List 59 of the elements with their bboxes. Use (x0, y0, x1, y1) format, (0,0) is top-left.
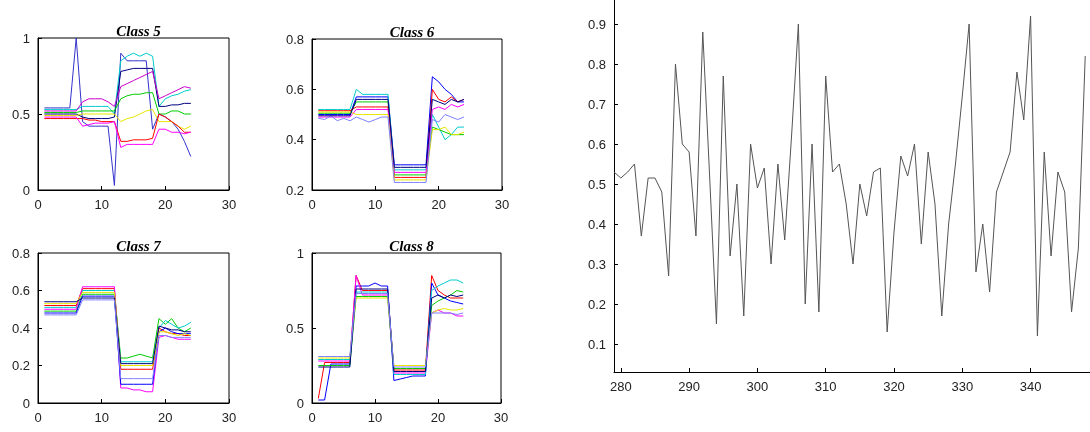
x-tick-label: 30 (221, 410, 237, 425)
x-tick-label: 20 (431, 197, 446, 212)
y-tick-label: 0.2 (11, 358, 30, 373)
x-tick-label: 10 (94, 410, 109, 425)
x-tick-label: 10 (94, 197, 109, 212)
x-tick-label: 20 (430, 410, 446, 425)
y-tick-label: 1 (22, 30, 30, 46)
x-tick-label: 0 (308, 197, 316, 212)
y-tick-label: 0.4 (285, 132, 304, 148)
y-tick-label: 0.8 (285, 31, 304, 47)
y-tick-label: 0.6 (587, 136, 606, 152)
x-tick-label: 0 (34, 197, 42, 212)
y-tick-label: 0.6 (285, 81, 304, 97)
x-tick-label: 300 (746, 379, 769, 394)
y-tick-label: 1 (296, 245, 304, 261)
chart-title: Class 8 (389, 237, 435, 254)
line-series (613, 15, 1086, 337)
x-tick-label: 30 (221, 197, 237, 212)
line-series (43, 52, 192, 115)
x-tick-label: 10 (368, 197, 383, 212)
y-tick-label: 0.2 (285, 182, 304, 198)
line-series (43, 37, 192, 186)
chart-title: Class 7 (116, 237, 162, 254)
x-tick-label: 310 (814, 379, 837, 394)
y-tick-label: 0.7 (587, 96, 606, 112)
chart-title: Class 5 (116, 22, 162, 39)
x-tick-label: 0 (308, 410, 316, 425)
x-tick-label: 340 (1019, 379, 1042, 394)
y-tick-label: 0.8 (11, 245, 30, 261)
y-tick-label: 0 (22, 395, 30, 411)
line-series (43, 92, 192, 115)
y-tick-label: 0.5 (587, 176, 606, 192)
x-tick-label: 30 (493, 410, 509, 425)
x-tick-label: 10 (367, 410, 383, 425)
x-tick-label: 0 (34, 410, 42, 425)
y-tick-label: 0.9 (587, 16, 606, 32)
y-tick-label: 0.2 (587, 296, 606, 312)
y-tick-label: 0.4 (11, 320, 30, 336)
x-tick-label: 20 (158, 197, 173, 212)
x-tick-label: 290 (678, 379, 700, 394)
y-tick-label: 0.1 (587, 336, 606, 352)
line-series (43, 108, 192, 130)
x-tick-label: 20 (158, 410, 173, 425)
chart-title: Class 6 (389, 23, 435, 40)
y-tick-label: 0.6 (11, 283, 30, 298)
y-tick-label: 0 (296, 395, 304, 411)
y-tick-label: 0.5 (285, 320, 304, 336)
line-series (43, 67, 192, 120)
y-tick-label: 0.5 (11, 106, 30, 122)
y-tick-label: 0 (22, 182, 30, 198)
y-tick-label: 0.3 (587, 256, 606, 272)
line-series (43, 70, 192, 112)
x-tick-label: 320 (883, 379, 905, 394)
y-tick-label: 0.4 (587, 216, 606, 232)
line-series (43, 116, 192, 148)
x-tick-label: 330 (951, 379, 974, 394)
x-tick-label: 280 (609, 379, 632, 394)
x-tick-label: 30 (494, 197, 510, 212)
y-tick-label: 0.8 (587, 56, 606, 72)
